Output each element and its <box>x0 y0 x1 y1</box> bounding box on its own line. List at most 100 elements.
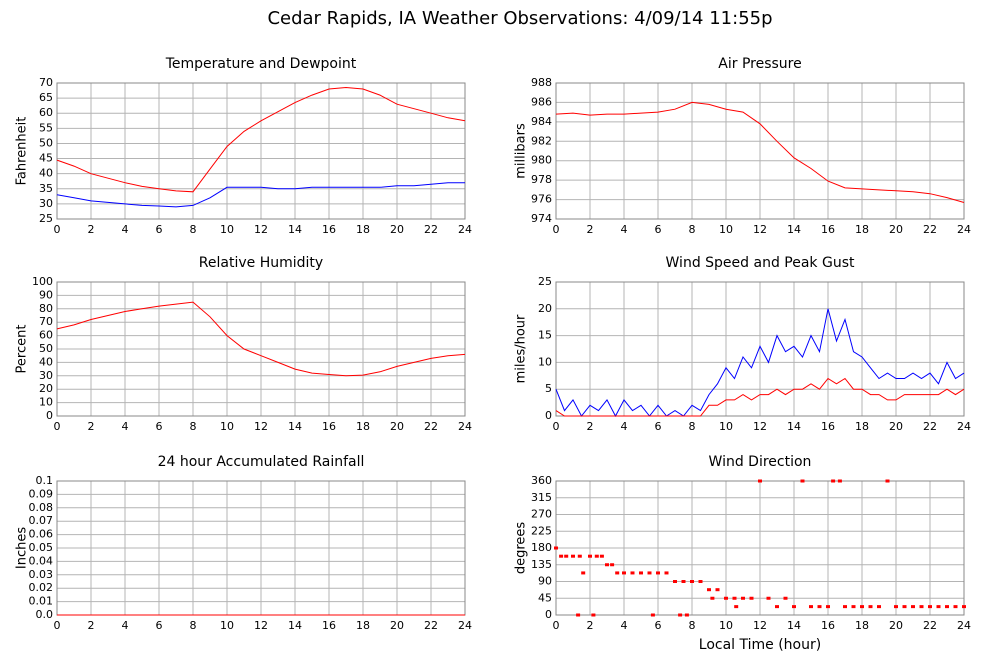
x-tick-label: 18 <box>356 223 370 236</box>
x-tick-label: 14 <box>787 223 801 236</box>
x-tick-label: 24 <box>458 420 472 433</box>
data-point <box>698 580 703 583</box>
x-tick-label: 12 <box>753 420 767 433</box>
x-tick-label: 16 <box>821 420 835 433</box>
data-point <box>928 605 932 609</box>
x-tick-label: 16 <box>322 420 336 433</box>
y-tick-label: 15 <box>538 329 552 342</box>
x-tick-label: 24 <box>957 223 971 236</box>
x-tick-label: 14 <box>288 420 302 433</box>
data-point <box>678 613 683 617</box>
y-tick-label: 100 <box>32 275 53 288</box>
data-point <box>843 605 847 609</box>
y-tick-label: 50 <box>39 342 53 355</box>
x-tick-label: 12 <box>254 420 268 433</box>
x-tick-label: 2 <box>88 619 95 632</box>
x-axis-label: Local Time (hour) <box>699 637 821 653</box>
y-tick-label: 0.01 <box>29 595 54 608</box>
data-point <box>564 554 569 558</box>
data-point <box>809 605 813 609</box>
x-tick-label: 22 <box>923 223 937 236</box>
x-tick-label: 18 <box>855 619 869 632</box>
y-tick-label: 0 <box>46 409 53 422</box>
y-tick-label: 30 <box>39 197 53 210</box>
x-tick-label: 18 <box>356 420 370 433</box>
page-title: Cedar Rapids, IA Weather Observations: 4… <box>267 8 772 29</box>
x-tick-label: 14 <box>787 420 801 433</box>
y-tick-label: 0.07 <box>29 514 54 527</box>
data-point <box>577 554 582 558</box>
x-tick-label: 18 <box>855 223 869 236</box>
x-tick-label: 12 <box>254 619 268 632</box>
x-tick-label: 10 <box>719 420 733 433</box>
data-point <box>650 613 655 617</box>
data-point <box>605 563 609 567</box>
data-point <box>710 596 715 600</box>
x-tick-label: 8 <box>689 619 696 632</box>
y-axis-label: Fahrenheit <box>15 117 30 186</box>
y-tick-label: 988 <box>531 76 552 89</box>
data-point <box>936 605 941 609</box>
y-tick-label: 0.05 <box>29 541 54 554</box>
x-tick-label: 4 <box>122 619 129 632</box>
data-point <box>630 571 635 575</box>
data-point <box>868 605 873 609</box>
x-tick-label: 2 <box>88 420 95 433</box>
y-tick-label: 0 <box>545 608 552 621</box>
y-axis-label: Inches <box>15 527 30 569</box>
panel-title: Air Pressure <box>718 56 801 72</box>
y-tick-label: 55 <box>39 121 53 134</box>
data-point <box>894 605 898 609</box>
data-point <box>664 571 669 575</box>
data-point <box>591 613 596 617</box>
y-tick-label: 0.1 <box>36 474 54 487</box>
data-point <box>684 613 689 617</box>
data-point <box>766 596 771 600</box>
x-tick-label: 14 <box>787 619 801 632</box>
y-tick-label: 0.0 <box>36 608 54 621</box>
y-tick-label: 10 <box>538 355 552 368</box>
data-line <box>56 182 465 208</box>
data-point <box>559 554 564 558</box>
y-tick-label: 70 <box>39 76 53 89</box>
data-point <box>622 571 626 575</box>
data-point <box>851 605 856 609</box>
y-tick-label: 978 <box>531 173 552 186</box>
y-tick-label: 20 <box>39 382 53 395</box>
data-point <box>860 605 864 609</box>
x-tick-label: 18 <box>356 619 370 632</box>
x-tick-label: 2 <box>88 223 95 236</box>
data-point <box>902 605 907 609</box>
data-line <box>555 308 965 418</box>
x-tick-label: 10 <box>220 223 234 236</box>
data-point <box>724 596 728 600</box>
data-point <box>656 571 660 575</box>
y-tick-label: 10 <box>39 396 53 409</box>
x-tick-label: 22 <box>923 420 937 433</box>
y-tick-label: 45 <box>39 152 53 165</box>
y-tick-label: 980 <box>531 154 552 167</box>
y-axis-label: millibars <box>514 123 529 179</box>
y-tick-label: 90 <box>39 288 53 301</box>
y-tick-label: 0.04 <box>29 554 54 567</box>
x-tick-label: 22 <box>424 223 438 236</box>
data-point <box>571 554 575 558</box>
y-axis-label: miles/hour <box>514 314 529 383</box>
data-point <box>707 588 711 592</box>
x-tick-label: 0 <box>54 619 61 632</box>
data-point <box>826 605 830 609</box>
x-tick-label: 22 <box>923 619 937 632</box>
y-tick-label: 225 <box>531 524 552 537</box>
y-tick-label: 984 <box>531 115 552 128</box>
y-tick-label: 0.09 <box>29 487 54 500</box>
x-tick-label: 6 <box>655 420 662 433</box>
y-tick-label: 70 <box>39 315 53 328</box>
x-tick-label: 16 <box>821 619 835 632</box>
data-point <box>734 605 739 609</box>
data-point <box>581 571 586 575</box>
panel-title: Wind Speed and Peak Gust <box>666 255 855 271</box>
x-tick-label: 22 <box>424 619 438 632</box>
y-tick-label: 976 <box>531 193 552 206</box>
x-tick-label: 4 <box>621 420 628 433</box>
x-tick-label: 8 <box>190 420 197 433</box>
